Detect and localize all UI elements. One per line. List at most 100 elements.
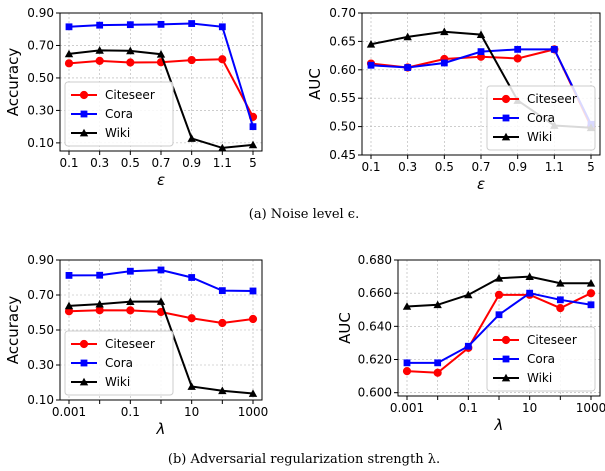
data-point-cora — [477, 48, 485, 56]
data-point-cora — [126, 21, 134, 29]
data-point-cora — [440, 59, 448, 67]
legend-label-cora: Cora — [105, 107, 133, 121]
x-tick-label: 0.1 — [121, 405, 140, 419]
x-axis-label: ε — [157, 171, 165, 189]
legend-label-wiki: Wiki — [527, 130, 552, 144]
data-point-cora — [126, 267, 134, 275]
data-point-wiki — [403, 32, 412, 41]
chart-panel-1: 0.1 0.3 0.5 0.7 0.9 1.1 5 0.45 0.50 0.55 0.60 0.65 0… — [306, 6, 601, 193]
data-point-citeseer — [586, 289, 596, 298]
x-tick-label: 1.1 — [545, 160, 564, 174]
legend-marker-cora — [502, 114, 510, 122]
data-point-wiki — [433, 300, 442, 309]
data-point-citeseer — [126, 58, 135, 67]
legend-marker-wiki — [79, 377, 89, 386]
legend-marker-wiki — [501, 132, 511, 141]
y-tick-label: 0.660 — [358, 286, 392, 300]
legend-marker-cora — [502, 355, 510, 363]
x-tick-label: 5 — [249, 156, 257, 170]
x-axis-label: λ — [156, 420, 166, 438]
data-point-wiki — [187, 382, 196, 390]
legend-marker-wiki — [501, 373, 511, 382]
x-tick-label: 0.7 — [471, 160, 490, 174]
data-point-wiki — [95, 299, 104, 308]
data-point-wiki — [248, 140, 258, 149]
legend-marker-citeseer — [501, 94, 511, 104]
x-axis-label: ε — [477, 175, 485, 193]
y-tick-label: 0.680 — [358, 253, 392, 267]
data-point-cora — [404, 64, 412, 71]
y-axis-label: Accuracy — [4, 48, 22, 117]
data-point-wiki — [218, 386, 227, 395]
data-point-citeseer — [187, 55, 196, 65]
y-tick-label: 0.90 — [27, 6, 54, 20]
data-point-citeseer — [513, 54, 522, 63]
legend-box — [64, 81, 174, 147]
data-point-cora — [65, 272, 73, 279]
data-point-citeseer — [126, 306, 135, 315]
y-tick-label: 0.30 — [27, 103, 54, 117]
y-tick-label: 0.45 — [329, 148, 356, 162]
x-tick-label: 0.9 — [182, 156, 201, 170]
y-tick-label: 0.70 — [27, 288, 54, 302]
data-point-citeseer — [433, 368, 442, 377]
data-point-wiki — [64, 49, 74, 58]
legend: Citeseer Cora Wiki — [486, 85, 596, 151]
legend-label-citeseer: Citeseer — [527, 333, 577, 347]
x-tick-label: 10 — [184, 405, 199, 419]
data-point-citeseer — [402, 367, 412, 376]
data-point-citeseer — [95, 56, 104, 65]
legend-label-cora: Cora — [527, 111, 555, 125]
y-tick-label: 0.600 — [358, 386, 392, 400]
legend-box — [486, 326, 596, 392]
legend-box — [64, 330, 174, 396]
series-wiki — [402, 272, 596, 310]
x-tick-label: 0.3 — [90, 156, 109, 170]
y-tick-label: 0.640 — [358, 319, 392, 333]
data-point-wiki — [494, 274, 504, 282]
data-point-citeseer — [494, 290, 504, 299]
data-point-cora — [157, 266, 165, 274]
x-tick-label: 0.1 — [59, 156, 78, 170]
data-point-wiki — [156, 297, 166, 305]
data-point-cora — [218, 287, 226, 295]
legend: Citeseer Cora Wiki — [486, 326, 596, 392]
chart-panel-3: 0.001 0.1 10 1000 0.600 0.620 0.640 0.660 0.680 λ… — [336, 253, 605, 434]
data-point-citeseer — [218, 55, 227, 64]
y-tick-label: 0.65 — [329, 34, 356, 48]
y-tick-label: 0.70 — [27, 38, 54, 52]
data-point-citeseer — [218, 318, 227, 328]
data-point-cora — [249, 123, 257, 131]
series-cora — [65, 20, 257, 131]
y-axis-label: Accuracy — [4, 296, 22, 365]
y-axis-label: AUC — [306, 68, 324, 100]
data-point-cora — [157, 20, 165, 28]
data-point-wiki — [126, 46, 135, 55]
legend-label-citeseer: Citeseer — [105, 337, 155, 351]
series-cora — [403, 289, 595, 367]
x-tick-label: 1.1 — [213, 156, 232, 170]
data-point-wiki — [64, 301, 74, 310]
legend: Citeseer Cora Wiki — [64, 330, 174, 396]
data-point-cora — [96, 21, 104, 29]
legend-box — [486, 85, 596, 151]
x-axis-label: λ — [494, 416, 504, 434]
data-point-wiki — [440, 27, 449, 36]
data-point-cora — [434, 359, 442, 367]
legend-label-wiki: Wiki — [527, 371, 552, 385]
data-point-cora — [249, 287, 257, 295]
legend-label-cora: Cora — [527, 352, 555, 366]
legend: Citeseer Cora Wiki — [64, 81, 174, 147]
data-point-wiki — [218, 143, 227, 152]
y-tick-label: 0.10 — [27, 136, 54, 150]
data-point-cora — [188, 274, 196, 281]
data-point-wiki — [464, 290, 473, 299]
y-tick-label: 0.30 — [27, 358, 54, 372]
legend-label-wiki: Wiki — [105, 375, 130, 389]
chart-panel-0: 0.1 0.3 0.5 0.7 0.9 1.1 5 0.10 0.30 0.50 0.70 0.90 ε… — [4, 6, 263, 189]
data-point-citeseer — [556, 303, 565, 313]
series-wiki — [64, 297, 258, 397]
x-tick-label: 0.1 — [459, 401, 478, 415]
data-point-citeseer — [248, 314, 258, 324]
